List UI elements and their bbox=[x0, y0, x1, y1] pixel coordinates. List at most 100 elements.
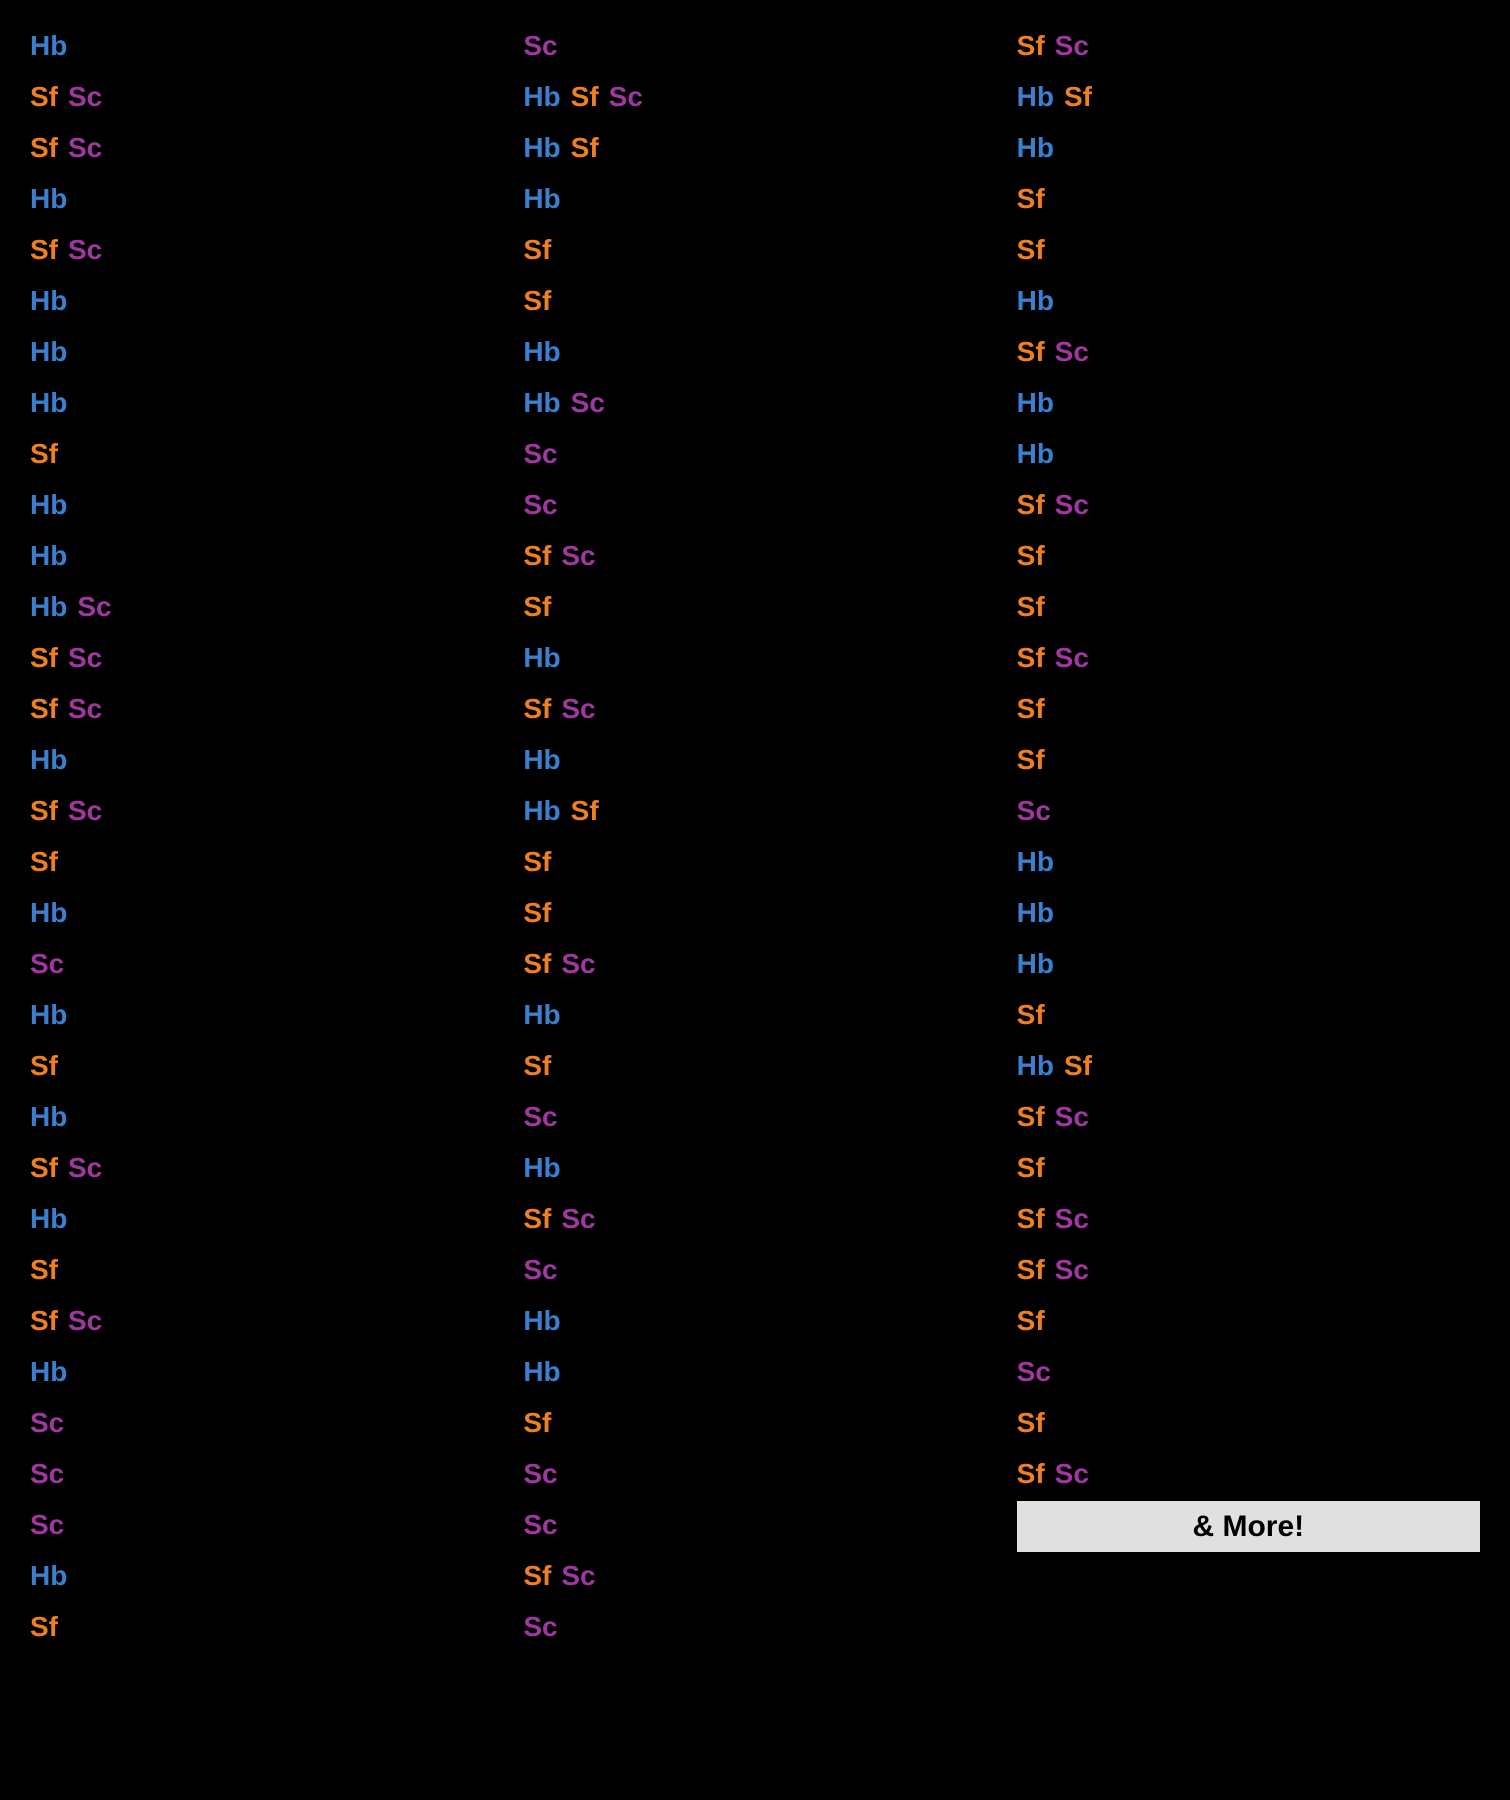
tag-row: Hb bbox=[30, 887, 493, 938]
tag-row: Sf bbox=[1017, 173, 1480, 224]
tag-row: SfSc bbox=[1017, 632, 1480, 683]
tag-row: Hb bbox=[30, 20, 493, 71]
tag-sc: Sc bbox=[1055, 1101, 1089, 1133]
tag-row: Hb bbox=[523, 1295, 986, 1346]
tag-row: Sc bbox=[523, 20, 986, 71]
tag-row: Sf Sc bbox=[1017, 1091, 1480, 1142]
tag-hb: Hb bbox=[523, 1152, 560, 1184]
tag-row: Hb bbox=[1017, 275, 1480, 326]
tag-sc: Sc bbox=[1055, 336, 1089, 368]
tag-sc: Sc bbox=[68, 693, 102, 725]
tag-sf: Sf bbox=[1017, 1152, 1045, 1184]
tag-sf: Sf bbox=[1017, 591, 1045, 623]
tag-sf: Sf bbox=[30, 693, 58, 725]
tag-sc: Sc bbox=[561, 540, 595, 572]
tag-sf: Sf bbox=[1017, 1203, 1045, 1235]
tag-sf: Sf bbox=[1017, 1101, 1045, 1133]
tag-sc: Sc bbox=[30, 1458, 64, 1490]
tag-sf: Sf bbox=[1017, 999, 1045, 1031]
tag-hb: Hb bbox=[523, 795, 560, 827]
tag-row: SfSc bbox=[523, 938, 986, 989]
tag-row: Sf bbox=[523, 887, 986, 938]
tag-sf: Sf bbox=[1017, 642, 1045, 674]
tag-hb: Hb bbox=[1017, 387, 1054, 419]
tag-sf: Sf bbox=[1017, 1458, 1045, 1490]
tag-sc: Sc bbox=[523, 1458, 557, 1490]
tag-hb: Hb bbox=[30, 336, 67, 368]
tag-row: Hb bbox=[523, 1346, 986, 1397]
more-box: & More! bbox=[1017, 1501, 1480, 1552]
tag-sc: Sc bbox=[68, 795, 102, 827]
tag-row: Hb bbox=[523, 734, 986, 785]
tag-sf: Sf bbox=[523, 693, 551, 725]
tag-row: Hb bbox=[30, 326, 493, 377]
tag-row: Hb bbox=[30, 530, 493, 581]
tag-row: HbSf bbox=[523, 122, 986, 173]
tag-row: Sc bbox=[523, 428, 986, 479]
tag-sc: Sc bbox=[68, 81, 102, 113]
tag-row: SfSc bbox=[1017, 1193, 1480, 1244]
tag-hb: Hb bbox=[30, 1203, 67, 1235]
tag-hb: Hb bbox=[30, 591, 67, 623]
tag-row: Hb bbox=[30, 479, 493, 530]
tag-sc: Sc bbox=[30, 1509, 64, 1541]
tag-row: SfSc bbox=[1017, 20, 1480, 71]
tag-sf: Sf bbox=[523, 897, 551, 929]
tag-hb: Hb bbox=[30, 897, 67, 929]
tag-sf: Sf bbox=[1017, 336, 1045, 368]
tag-hb: Hb bbox=[1017, 846, 1054, 878]
tag-hb: Hb bbox=[523, 336, 560, 368]
tag-row: Hb bbox=[30, 173, 493, 224]
tag-sf: Sf bbox=[30, 81, 58, 113]
tag-row: Sf bbox=[30, 836, 493, 887]
tag-row: HbSf bbox=[1017, 71, 1480, 122]
tag-row: HbSfSc bbox=[523, 71, 986, 122]
tag-hb: Hb bbox=[30, 1101, 67, 1133]
tag-hb: Hb bbox=[30, 1356, 67, 1388]
tag-sf: Sf bbox=[1017, 540, 1045, 572]
tag-row: Hb bbox=[30, 1346, 493, 1397]
tag-row: SfSc bbox=[523, 683, 986, 734]
tag-sf: Sf bbox=[1017, 1305, 1045, 1337]
tag-row: Hb bbox=[30, 377, 493, 428]
tag-hb: Hb bbox=[523, 999, 560, 1031]
tag-row: Sf bbox=[523, 224, 986, 275]
tag-row: Sf Sc bbox=[30, 71, 493, 122]
tag-row: SfSc bbox=[523, 1550, 986, 1601]
tag-row: Sf bbox=[30, 1601, 493, 1652]
tag-hb: Hb bbox=[30, 1560, 67, 1592]
tag-row: HbSf bbox=[1017, 1040, 1480, 1091]
tag-row: SfSc bbox=[30, 1295, 493, 1346]
tag-row: Sc bbox=[30, 1397, 493, 1448]
tag-sc: Sc bbox=[523, 1611, 557, 1643]
column-3: SfScHbSfHbSfSfHbSfScHbHbSfScSfSfSfScSfSf… bbox=[1017, 20, 1480, 1652]
tag-row: Sf Sc bbox=[1017, 326, 1480, 377]
tag-sc: Sc bbox=[1055, 30, 1089, 62]
tag-row: Hb bbox=[1017, 122, 1480, 173]
tag-sf: Sf bbox=[1017, 234, 1045, 266]
tag-row: Sf bbox=[523, 581, 986, 632]
tag-hb: Hb bbox=[1017, 132, 1054, 164]
tag-hb: Hb bbox=[523, 1305, 560, 1337]
tag-hb: Hb bbox=[523, 744, 560, 776]
tag-row: SfSc bbox=[30, 122, 493, 173]
tag-sf: Sf bbox=[30, 1254, 58, 1286]
tag-row: Hb bbox=[30, 1550, 493, 1601]
tag-row: Sf bbox=[30, 428, 493, 479]
tag-row: Sc bbox=[30, 938, 493, 989]
tag-sf: Sf bbox=[523, 846, 551, 878]
tag-sf: Sf bbox=[30, 438, 58, 470]
tag-sf: Sf bbox=[30, 1050, 58, 1082]
tag-row: Hb bbox=[523, 632, 986, 683]
tag-sf: Sf bbox=[523, 234, 551, 266]
tag-hb: Hb bbox=[523, 81, 560, 113]
tag-row: Sf bbox=[1017, 1397, 1480, 1448]
tag-row: SfSc bbox=[30, 1142, 493, 1193]
tag-sc: Sc bbox=[561, 1203, 595, 1235]
tag-hb: Hb bbox=[30, 540, 67, 572]
tag-row: Sf bbox=[1017, 734, 1480, 785]
tag-sf: Sf bbox=[1017, 1254, 1045, 1286]
column-1: Hb Sf Sc Sf Sc Hb Sf Sc Hb Hb Hb Sf Hb Hb Hb Sc Sf Sc Sf Sc… bbox=[30, 20, 493, 1652]
tag-row: SfSc bbox=[523, 530, 986, 581]
tag-row: Sf bbox=[1017, 530, 1480, 581]
